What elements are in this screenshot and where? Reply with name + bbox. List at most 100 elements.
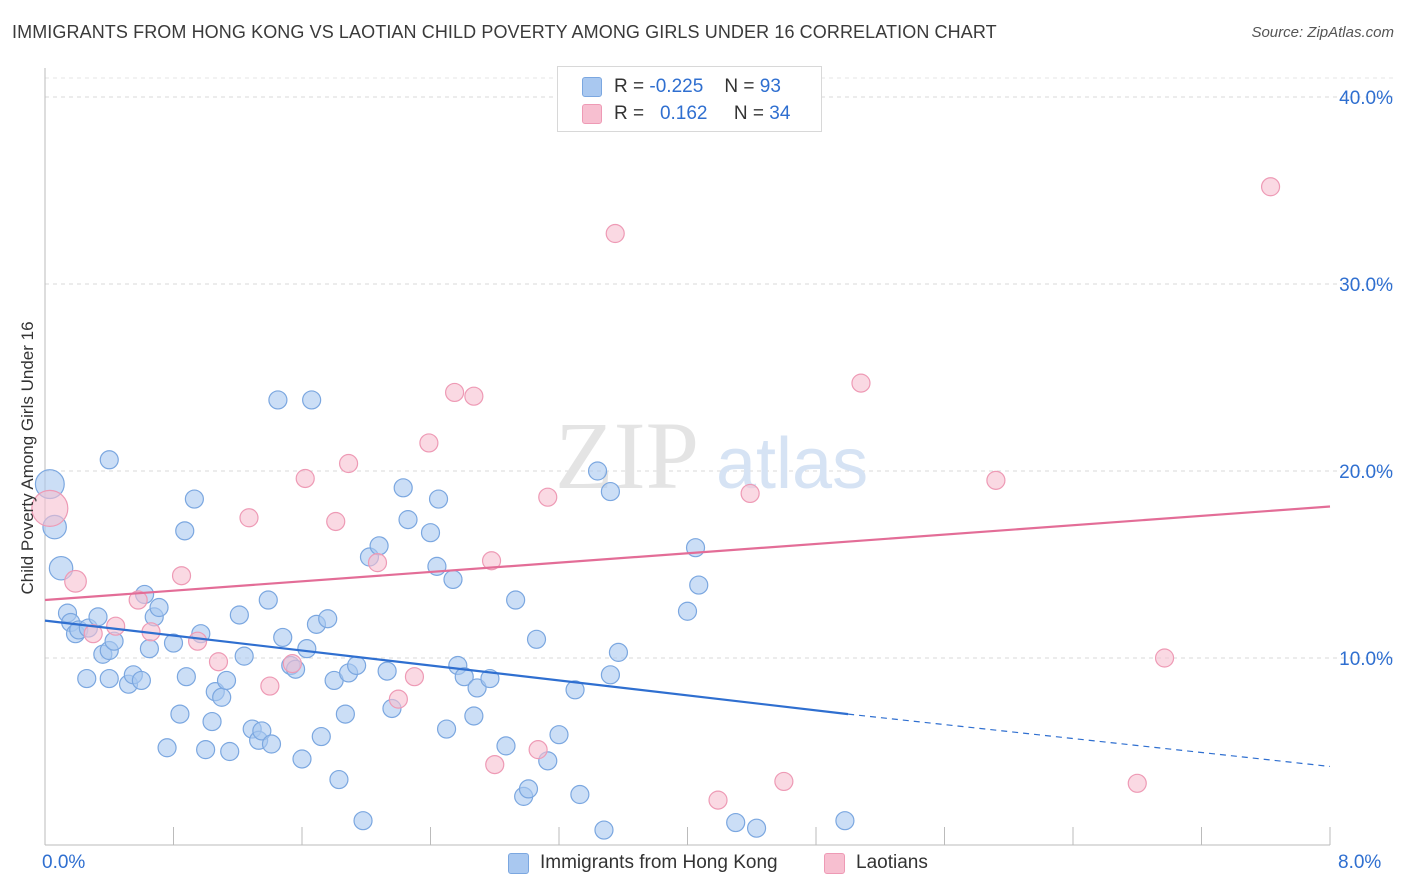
point-hong-kong-25 (196, 740, 216, 760)
point-laotians-0 (31, 489, 69, 527)
source-label: Source: ZipAtlas.com (1251, 24, 1394, 41)
point-laotians-29 (851, 373, 871, 393)
watermark-zip: ZIP (555, 402, 699, 509)
point-hong-kong-17 (139, 639, 160, 659)
point-laotians-25 (605, 223, 625, 244)
point-hong-kong-90 (689, 575, 709, 595)
legend-label-laotians: Laotians (856, 852, 928, 873)
point-laotians-33 (1260, 177, 1281, 197)
point-laotians-24 (538, 487, 558, 507)
y-axis-label: Child Poverty Among Girls Under 16 (18, 321, 37, 595)
point-hong-kong-57 (353, 811, 373, 831)
legend-n-label: N = (733, 103, 765, 124)
point-hong-kong-78 (526, 629, 547, 649)
point-laotians-11 (282, 654, 302, 674)
point-hong-kong-59 (369, 536, 389, 556)
point-hong-kong-21 (163, 633, 184, 653)
point-hong-kong-86 (608, 642, 629, 662)
point-hong-kong-70 (454, 667, 474, 687)
point-hong-kong-63 (398, 510, 418, 530)
point-hong-kong-93 (835, 811, 855, 831)
point-laotians-2 (83, 624, 103, 644)
point-hong-kong-32 (175, 521, 195, 541)
chart-title: IMMIGRANTS FROM HONG KONG VS LAOTIAN CHI… (12, 22, 997, 42)
point-hong-kong-16 (131, 670, 151, 691)
point-hong-kong-43 (273, 627, 293, 648)
point-hong-kong-56 (347, 655, 367, 676)
point-hong-kong-23 (176, 667, 196, 687)
legend-r-value: -0.225 (649, 76, 704, 97)
point-hong-kong-73 (480, 668, 500, 689)
y-tick-label-3: 30.0% (1339, 275, 1393, 296)
watermark: ZIP atlas (555, 402, 868, 509)
point-hong-kong-29 (216, 670, 237, 691)
point-hong-kong-77 (518, 779, 539, 799)
legend-r-label: R = (614, 76, 645, 97)
point-laotians-27 (740, 483, 760, 504)
point-laotians-26 (708, 790, 728, 810)
series-hong-kong-points (34, 390, 855, 840)
point-laotians-16 (388, 689, 408, 709)
y-tick-label-2: 20.0% (1339, 462, 1393, 483)
axes (44, 68, 1331, 846)
point-hong-kong-50 (311, 726, 331, 747)
point-hong-kong-53 (329, 769, 349, 790)
point-laotians-22 (485, 754, 505, 775)
point-hong-kong-87 (594, 820, 614, 840)
point-hong-kong-8 (88, 607, 108, 627)
point-laotians-13 (326, 511, 346, 532)
point-laotians-32 (1154, 648, 1175, 668)
point-hong-kong-33 (184, 489, 204, 509)
point-hong-kong-54 (335, 704, 355, 724)
point-laotians-30 (986, 470, 1006, 490)
point-hong-kong-30 (157, 738, 177, 758)
correlation-legend: R = -0.225 N = 93 R = 0.162 N = 34 (557, 66, 822, 132)
point-laotians-18 (419, 433, 439, 453)
y-tick-labels: 10.0% 20.0% 30.0% 40.0% (1339, 88, 1393, 670)
point-laotians-4 (128, 590, 148, 610)
point-hong-kong-46 (292, 749, 312, 769)
point-laotians-15 (367, 553, 388, 573)
point-hong-kong-75 (506, 590, 526, 610)
point-hong-kong-74 (496, 736, 516, 756)
point-hong-kong-88 (677, 601, 698, 621)
point-laotians-14 (338, 453, 359, 474)
legend-label-hong-kong: Immigrants from Hong Kong (540, 852, 778, 873)
x-tick-label-min: 0.0% (42, 852, 86, 873)
x-tick-label-max: 8.0% (1338, 852, 1382, 873)
legend-swatch-laotians (824, 853, 845, 874)
point-hong-kong-40 (258, 590, 278, 610)
trend-lines (44, 505, 1331, 768)
point-hong-kong-72 (467, 678, 487, 698)
point-hong-kong-67 (436, 719, 457, 739)
point-hong-kong-12 (77, 668, 97, 689)
point-laotians-19 (444, 382, 465, 403)
point-laotians-10 (260, 676, 280, 696)
legend-n-label: N = (724, 76, 755, 97)
point-hong-kong-83 (587, 461, 608, 481)
point-hong-kong-39 (252, 721, 272, 741)
point-laotians-1 (64, 569, 87, 593)
y-tick-label-1: 10.0% (1339, 649, 1393, 670)
point-hong-kong-13 (99, 668, 119, 689)
point-laotians-28 (774, 771, 794, 792)
point-hong-kong-64 (420, 523, 441, 543)
point-laotians-8 (208, 652, 229, 672)
point-hong-kong-47 (297, 639, 317, 659)
point-hong-kong-82 (570, 784, 590, 805)
point-laotians-7 (187, 631, 208, 651)
point-hong-kong-60 (377, 661, 397, 681)
legend-swatch-hong-kong (508, 853, 529, 874)
point-hong-kong-51 (318, 609, 338, 629)
point-hong-kong-26 (202, 711, 222, 732)
legend-r-value: 0.162 (659, 103, 708, 124)
point-laotians-12 (295, 468, 315, 489)
legend-r-label: R = (614, 103, 645, 124)
trend-line-hong-kong (44, 619, 849, 716)
point-hong-kong-85 (600, 481, 621, 502)
trend-line-hong-kong-extension (848, 713, 1331, 768)
point-hong-kong-20 (149, 597, 169, 618)
point-hong-kong-36 (234, 646, 254, 666)
point-hong-kong-92 (746, 818, 767, 838)
watermark-atlas: atlas (716, 424, 868, 504)
